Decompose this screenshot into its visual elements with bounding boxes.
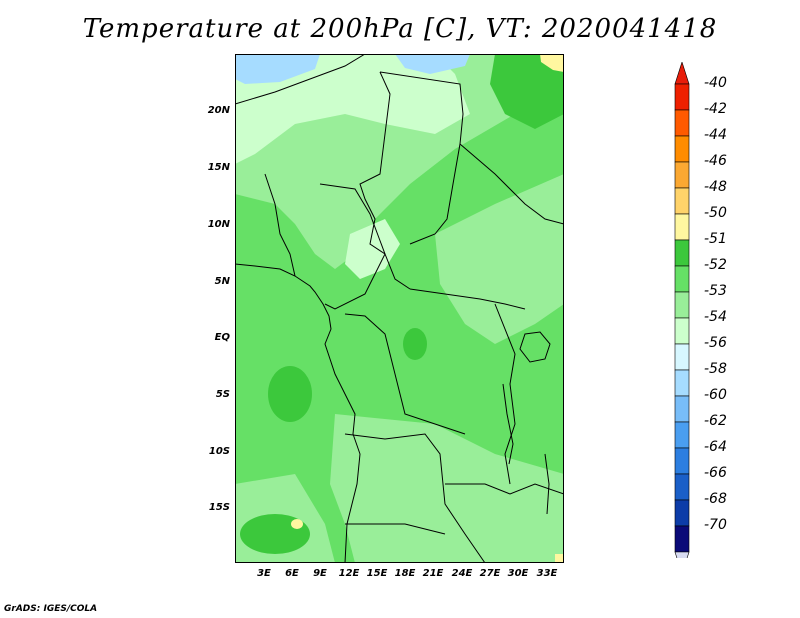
border-libya-egypt xyxy=(235,54,366,105)
border-zambia xyxy=(445,483,564,495)
field-dark-1 xyxy=(268,366,312,422)
border-drc-east xyxy=(494,303,516,485)
colorbar-label: -46 xyxy=(704,153,727,169)
lon-label: 21E xyxy=(422,568,444,579)
temperature-map xyxy=(235,54,564,563)
colorbar-label: -58 xyxy=(704,361,727,377)
border-congo xyxy=(344,313,466,435)
colorbar-swatch xyxy=(674,265,690,293)
lon-label: 33E xyxy=(536,568,558,579)
border-namibia xyxy=(345,523,446,535)
lon-label: 6E xyxy=(285,568,299,579)
map-title: Temperature at 200hPa [C], VT: 202004141… xyxy=(82,14,718,44)
colorbar-swatch xyxy=(674,343,690,371)
field-light-east xyxy=(435,174,564,344)
border-south-sudan xyxy=(409,288,526,310)
lon-label: 12E xyxy=(338,568,360,579)
border-cameroon xyxy=(264,173,296,277)
colorbar-label: -42 xyxy=(704,101,727,117)
field-pale-central xyxy=(345,219,400,279)
field-yellow-sw xyxy=(291,519,303,529)
lake-tanganyika xyxy=(502,383,514,465)
field-light-south xyxy=(330,414,564,563)
colorbar-label: -68 xyxy=(704,491,727,507)
lon-label: 18E xyxy=(394,568,416,579)
border-chad-sudan xyxy=(359,71,411,290)
political-borders xyxy=(235,54,564,563)
lon-label: 30E xyxy=(507,568,529,579)
colorbar xyxy=(674,62,690,558)
colorbar-swatch xyxy=(674,83,690,111)
colorbar-label: -52 xyxy=(704,257,727,273)
lat-label: 20N xyxy=(207,105,230,116)
lon-label: 27E xyxy=(479,568,501,579)
colorbar-swatch xyxy=(674,525,690,553)
colorbar-swatch xyxy=(674,161,690,189)
colorbar-swatch xyxy=(674,317,690,345)
colorbar-label: -60 xyxy=(704,387,727,403)
field-yellow-ne xyxy=(540,54,564,72)
lat-label: 15S xyxy=(208,502,230,513)
field-dark-ne xyxy=(490,54,564,129)
colorbar-label: -56 xyxy=(704,335,727,351)
colorbar-swatch xyxy=(674,473,690,501)
colorbar-swatch xyxy=(674,421,690,449)
lon-label: 3E xyxy=(257,568,271,579)
colorbar-label: -54 xyxy=(704,309,727,325)
border-sudan-egypt xyxy=(379,71,464,245)
border-angola xyxy=(344,433,486,563)
lat-label: 10S xyxy=(208,446,230,457)
lat-label: 15N xyxy=(207,162,230,173)
colorbar-swatch xyxy=(674,135,690,163)
colorbar-swatch xyxy=(674,369,690,397)
lat-label: 5N xyxy=(214,276,230,287)
colorbar-swatch xyxy=(674,447,690,475)
lake-malawi xyxy=(544,453,550,515)
field-sky-nw xyxy=(235,54,320,84)
colorbar-swatch xyxy=(674,291,690,319)
colorbar-label: -44 xyxy=(704,127,727,143)
lat-label: EQ xyxy=(214,332,230,343)
colorbar-label: -50 xyxy=(704,205,727,221)
colorbar-label: -51 xyxy=(704,231,727,247)
colorbar-label: -70 xyxy=(704,517,727,533)
colorbar-swatch xyxy=(674,499,690,527)
field-pale-north xyxy=(235,54,470,164)
border-car xyxy=(319,183,386,310)
colorbar-label: -48 xyxy=(704,179,727,195)
field-sky-n xyxy=(395,54,470,74)
grads-credit: GrADS: IGES/COLA xyxy=(4,604,98,614)
colorbar-swatch xyxy=(674,239,690,267)
border-ethiopia xyxy=(459,143,564,225)
lon-label: 15E xyxy=(366,568,388,579)
colorbar-swatch xyxy=(674,187,690,215)
map-frame xyxy=(235,54,564,563)
colorbar-swatch xyxy=(674,395,690,423)
field-yellow-se xyxy=(555,554,564,563)
colorbar-label: -40 xyxy=(704,75,727,91)
colorbar-top-arrow xyxy=(674,62,690,85)
colorbar-bottom-arrow xyxy=(674,551,690,558)
lon-label: 9E xyxy=(313,568,327,579)
lon-label: 24E xyxy=(451,568,473,579)
colorbar-label: -66 xyxy=(704,465,727,481)
colorbar-label: -62 xyxy=(704,413,727,429)
colorbar-label: -64 xyxy=(704,439,727,455)
colorbar-label: -53 xyxy=(704,283,727,299)
lat-label: 10N xyxy=(207,219,230,230)
lake-victoria xyxy=(519,331,551,363)
field-dark-2 xyxy=(403,328,427,360)
colorbar-swatch xyxy=(674,109,690,137)
colorbar-swatch xyxy=(674,213,690,241)
lat-label: 5S xyxy=(215,389,230,400)
